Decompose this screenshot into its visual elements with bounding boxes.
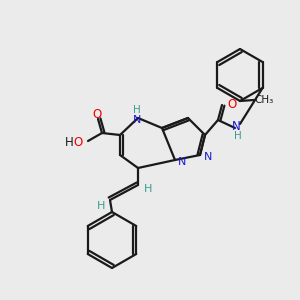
Text: H: H	[234, 131, 242, 141]
Text: N: N	[133, 115, 141, 125]
Text: H: H	[133, 105, 141, 115]
Text: O: O	[92, 107, 102, 121]
Text: H: H	[97, 201, 105, 211]
Text: H: H	[64, 136, 74, 149]
Text: CH₃: CH₃	[254, 95, 274, 105]
Text: N: N	[204, 152, 212, 162]
Text: O: O	[74, 136, 82, 149]
Text: N: N	[232, 121, 240, 134]
Text: O: O	[227, 98, 236, 110]
Text: H: H	[144, 184, 152, 194]
Text: N: N	[178, 157, 186, 167]
